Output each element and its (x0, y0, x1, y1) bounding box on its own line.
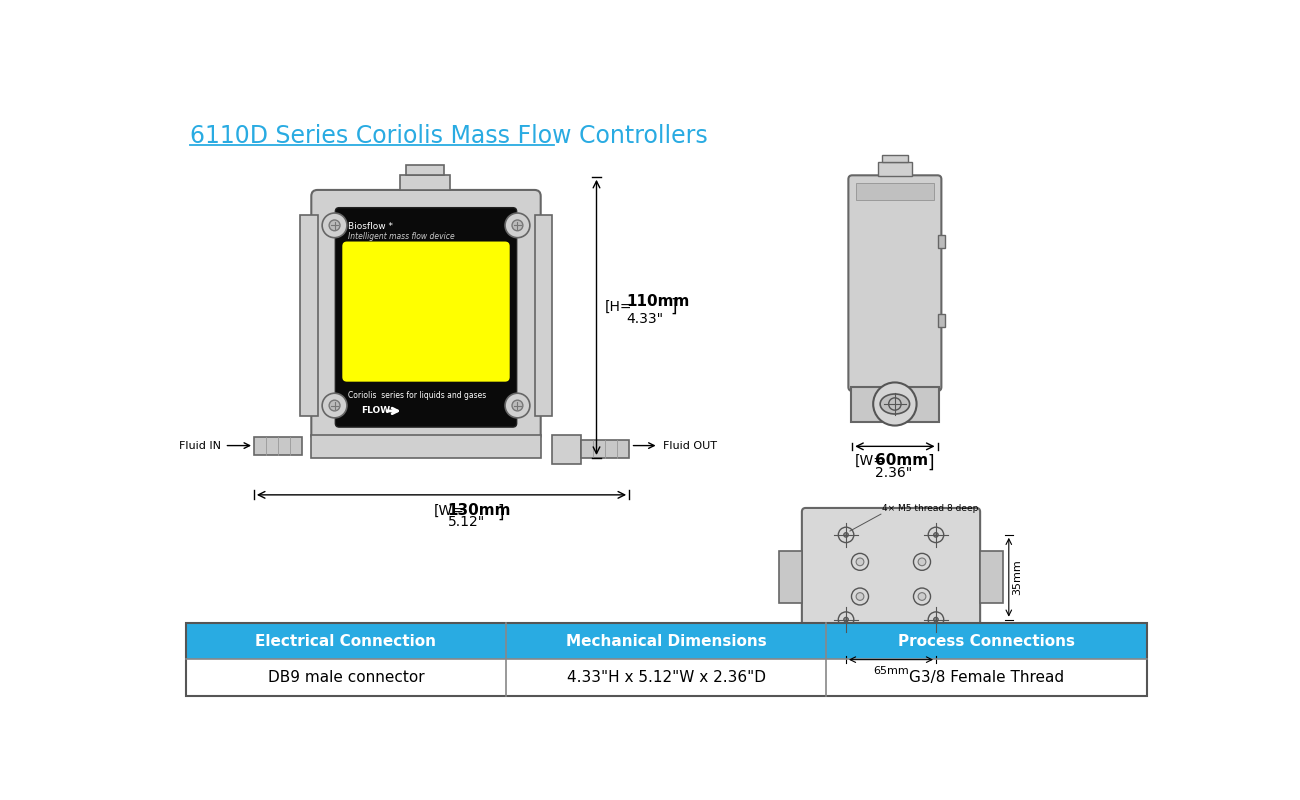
Circle shape (918, 593, 926, 600)
Text: ]: ] (498, 504, 504, 522)
Circle shape (857, 558, 864, 566)
Bar (878, 162, 911, 176)
Bar (551, 435, 581, 464)
Circle shape (918, 558, 926, 566)
Ellipse shape (880, 394, 910, 414)
Text: DB9 male connector: DB9 male connector (268, 670, 424, 685)
Text: 35mm: 35mm (1013, 559, 1023, 595)
Bar (400, 174, 450, 190)
Bar (850, 387, 939, 422)
Text: [W=: [W= (854, 454, 885, 468)
Circle shape (329, 400, 341, 411)
Circle shape (844, 533, 849, 538)
Circle shape (506, 213, 530, 238)
FancyBboxPatch shape (311, 190, 541, 441)
Text: Fluid OUT: Fluid OUT (663, 441, 718, 450)
Circle shape (512, 400, 523, 411)
Circle shape (512, 220, 523, 230)
Bar (881, 154, 907, 162)
Bar (254, 437, 302, 455)
Bar (779, 551, 802, 603)
Text: Coriolis  series for liquids and gases: Coriolis series for liquids and gases (348, 391, 486, 400)
Circle shape (329, 220, 341, 230)
Text: 4× M5 thread 8 deep: 4× M5 thread 8 deep (883, 503, 979, 513)
Text: 110mm: 110mm (627, 294, 689, 310)
Bar (300, 215, 317, 415)
Text: 4.33"H x 5.12"W x 2.36"D: 4.33"H x 5.12"W x 2.36"D (567, 670, 766, 685)
Text: Process Connections: Process Connections (898, 634, 1075, 649)
Circle shape (322, 394, 347, 418)
Text: Fluid IN: Fluid IN (179, 441, 221, 450)
Text: Electrical Connection: Electrical Connection (255, 634, 437, 649)
Text: ]: ] (670, 298, 676, 315)
Circle shape (874, 382, 916, 426)
Text: 60mm: 60mm (875, 453, 928, 467)
Circle shape (844, 618, 849, 622)
Bar (857, 183, 933, 200)
FancyBboxPatch shape (802, 508, 980, 646)
FancyBboxPatch shape (335, 208, 516, 427)
Text: [H=: [H= (604, 299, 632, 314)
Text: 65mm: 65mm (874, 666, 909, 676)
Text: Intelligent mass flow device: Intelligent mass flow device (348, 231, 455, 241)
Text: FLOW: FLOW (361, 406, 390, 415)
Bar (937, 314, 945, 326)
Text: 2.36": 2.36" (875, 466, 913, 480)
Bar (311, 435, 541, 458)
Bar (937, 235, 945, 248)
Text: G3/8 Female Thread: G3/8 Female Thread (909, 670, 1065, 685)
Text: 130mm: 130mm (447, 502, 511, 518)
FancyBboxPatch shape (342, 242, 510, 382)
Bar (534, 215, 551, 415)
Circle shape (857, 593, 864, 600)
Circle shape (322, 213, 347, 238)
Text: 6110D Series Coriolis Mass Flow Controllers: 6110D Series Coriolis Mass Flow Controll… (190, 124, 707, 148)
Bar (406, 166, 445, 174)
Text: ]: ] (927, 454, 933, 472)
Circle shape (933, 533, 939, 538)
Text: 5.12": 5.12" (447, 515, 485, 529)
Bar (186, 623, 1147, 659)
Text: Biosflow *: Biosflow * (348, 222, 394, 230)
Bar (980, 551, 1004, 603)
FancyBboxPatch shape (849, 175, 941, 391)
Circle shape (506, 394, 530, 418)
Text: Mechanical Dimensions: Mechanical Dimensions (566, 634, 767, 649)
Bar (186, 623, 1147, 696)
Bar (581, 440, 629, 458)
Text: 4.33": 4.33" (627, 312, 663, 326)
Bar (186, 659, 1147, 696)
Text: [W=: [W= (434, 504, 464, 518)
Circle shape (933, 618, 939, 622)
